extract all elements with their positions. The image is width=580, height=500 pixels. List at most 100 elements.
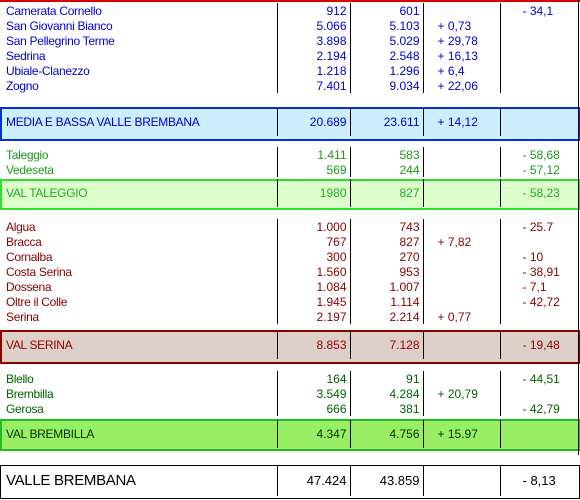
value-2: 1.114 xyxy=(349,294,423,309)
subtotal-name: VAL TALEGGIO xyxy=(6,186,88,200)
value-2: 4.284 xyxy=(349,386,423,401)
table-row: San Giovanni Bianco 5.066 5.103 + 0,73 xyxy=(0,18,580,33)
value-1: 164 xyxy=(276,371,350,386)
change-negative: - 44,51 xyxy=(499,371,580,386)
comune-name: Costa Serina xyxy=(6,264,72,279)
subtotal-change-positive xyxy=(422,331,500,359)
change-positive xyxy=(422,219,500,234)
comune-name: Gerosa xyxy=(6,401,44,416)
subtotal-change-negative xyxy=(499,108,580,136)
value-1: 3.898 xyxy=(276,33,350,48)
comune-name: Blello xyxy=(6,371,34,386)
grand-total-name: VALLE BREMBANA xyxy=(6,472,136,489)
value-1: 1.411 xyxy=(276,147,350,162)
change-negative xyxy=(499,386,580,401)
subtotal-name: VAL BREMBILLA xyxy=(6,427,95,441)
table-row: Vedeseta 569 244 - 57,12 xyxy=(0,162,580,177)
change-positive xyxy=(422,249,500,264)
value-2: 743 xyxy=(349,219,423,234)
subtotal-value-2: 4.756 xyxy=(349,420,423,448)
value-2: 5.029 xyxy=(349,33,423,48)
subtotal-change-positive: + 14,12 xyxy=(422,108,500,136)
subtotal-change-negative: - 19,48 xyxy=(499,331,580,359)
change-negative: - 57,12 xyxy=(499,162,580,177)
value-1: 1.218 xyxy=(276,63,350,78)
table-row: Serina 2.197 2.214 + 0,77 xyxy=(0,309,580,324)
value-2: 2.214 xyxy=(349,309,423,324)
change-positive xyxy=(422,401,500,416)
change-negative xyxy=(499,63,580,78)
value-2: 2.548 xyxy=(349,48,423,63)
table-row: Cornalba 300 270 - 10 xyxy=(0,249,580,264)
value-1: 300 xyxy=(276,249,350,264)
comune-name: Camerata Cornello xyxy=(6,3,102,18)
change-positive xyxy=(422,264,500,279)
value-1: 5.066 xyxy=(276,18,350,33)
value-1: 1.084 xyxy=(276,279,350,294)
value-1: 7.401 xyxy=(276,78,350,93)
change-positive: + 29,78 xyxy=(422,33,500,48)
change-negative: - 42,79 xyxy=(499,401,580,416)
change-negative: - 34,1 xyxy=(499,3,580,18)
table-row: Gerosa 666 381 - 42,79 xyxy=(0,401,580,416)
change-negative xyxy=(499,234,580,249)
change-negative: - 58,68 xyxy=(499,147,580,162)
value-1: 1.945 xyxy=(276,294,350,309)
change-positive: + 7,82 xyxy=(422,234,500,249)
table-row: Blello 164 91 - 44,51 xyxy=(0,371,580,386)
comune-name: Serina xyxy=(6,309,39,324)
subtotal-value-2: 7.128 xyxy=(349,331,423,359)
change-positive xyxy=(422,279,500,294)
subtotal-value-1: 4.347 xyxy=(276,420,350,448)
grand-total-value-1: 47.424 xyxy=(276,466,350,496)
table-row: San Pellegrino Terme 3.898 5.029 + 29,78 xyxy=(0,33,580,48)
comune-name: Dossena xyxy=(6,279,52,294)
subtotal-name: MEDIA E BASSA VALLE BREMBANA xyxy=(6,115,200,129)
subtotal-change-positive: + 15.97 xyxy=(422,420,500,448)
comune-name: Bracca xyxy=(6,234,42,249)
change-positive: + 0,77 xyxy=(422,309,500,324)
table-row: Taleggio 1.411 583 - 58,68 xyxy=(0,147,580,162)
table-row: Camerata Cornello 912 601 - 34,1 xyxy=(0,3,580,18)
change-negative: - 10 xyxy=(499,249,580,264)
change-positive xyxy=(422,294,500,309)
total-serina: VAL SERINA 8.853 7.128 - 19,48 xyxy=(0,331,580,359)
grand-total: VALLE BREMBANA 47.424 43.859 - 8,13 xyxy=(0,466,580,496)
top-border xyxy=(0,0,580,2)
value-1: 3.549 xyxy=(276,386,350,401)
comune-name: Algua xyxy=(6,219,36,234)
value-1: 1.000 xyxy=(276,219,350,234)
value-2: 9.034 xyxy=(349,78,423,93)
value-2: 601 xyxy=(349,3,423,18)
change-positive: + 6,4 xyxy=(422,63,500,78)
total-media-bassa: MEDIA E BASSA VALLE BREMBANA 20.689 23.611… xyxy=(0,108,580,136)
value-2: 953 xyxy=(349,264,423,279)
group-brembilla: Blello 164 91 - 44,51 Brembilla 3.549 4.284 + … xyxy=(0,371,580,416)
comune-name: San Giovanni Bianco xyxy=(6,18,113,33)
comune-name: Ubiale-Clanezzo xyxy=(6,63,90,78)
comune-name: Sedrina xyxy=(6,48,46,63)
change-negative: - 25.7 xyxy=(499,219,580,234)
change-positive: + 0,73 xyxy=(422,18,500,33)
value-1: 767 xyxy=(276,234,350,249)
value-2: 270 xyxy=(349,249,423,264)
change-negative: - 38,91 xyxy=(499,264,580,279)
comune-name: Vedeseta xyxy=(6,162,54,177)
group-taleggio: Taleggio 1.411 583 - 58,68 Vedeseta 569 244 - … xyxy=(0,147,580,177)
subtotal-value-2: 827 xyxy=(349,179,423,207)
change-negative: - 42,72 xyxy=(499,294,580,309)
table-row: Dossena 1.084 1.007 - 7,1 xyxy=(0,279,580,294)
change-positive: + 22,06 xyxy=(422,78,500,93)
change-positive xyxy=(422,162,500,177)
group-media-bassa: Camerata Cornello 912 601 - 34,1 San Giovan… xyxy=(0,3,580,93)
table-row: Algua 1.000 743 - 25.7 xyxy=(0,219,580,234)
value-2: 827 xyxy=(349,234,423,249)
change-positive: + 16,13 xyxy=(422,48,500,63)
subtotal-change-negative xyxy=(499,420,580,448)
change-positive xyxy=(422,3,500,18)
subtotal-value-1: 8.853 xyxy=(276,331,350,359)
table-row: Ubiale-Clanezzo 1.218 1.296 + 6,4 xyxy=(0,63,580,78)
value-1: 912 xyxy=(276,3,350,18)
subtotal-change-positive xyxy=(422,179,500,207)
change-negative xyxy=(499,78,580,93)
